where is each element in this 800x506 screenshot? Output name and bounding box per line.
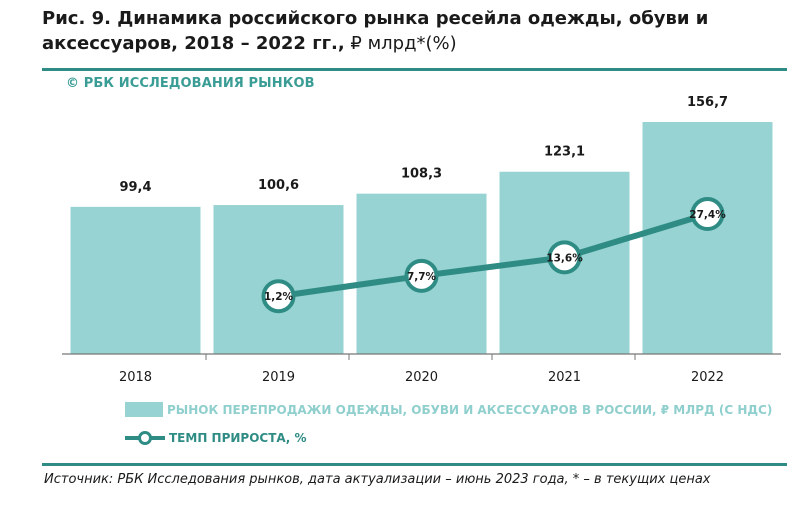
- growth-point-2019: [261, 279, 296, 314]
- chart-area: 99,4 2018 100,6 2019 108,3 2020 123,1 2021 156,7…: [62, 95, 781, 385]
- x-tick-label-2020: 2020: [405, 370, 438, 385]
- legend-bar-label: РЫНОК ПЕРЕПРОДАЖИ ОДЕЖДЫ, ОБУВИ И АКСЕСС…: [167, 402, 773, 417]
- legend-line-label: ТЕМП ПРИРОСТА, %: [169, 431, 307, 445]
- growth-point-2020: [404, 258, 439, 293]
- growth-point-2022: [690, 197, 725, 231]
- growth-point-2021: [547, 240, 582, 275]
- bar-value-label-2019: 100,6: [258, 178, 299, 193]
- legend-bar-swatch: [125, 402, 163, 417]
- growth-label-2022: 27,4%: [689, 209, 726, 221]
- chart-title: Рис. 9. Динамика российского рынка ресей…: [42, 6, 782, 56]
- top-rule: [42, 68, 787, 71]
- chart-title-units: ₽ млрд*(%): [344, 33, 457, 54]
- growth-label-2020: 7,7%: [407, 271, 437, 283]
- legend-item-line: ТЕМП ПРИРОСТА, %: [125, 430, 306, 446]
- bar-value-label-2021: 123,1: [544, 145, 585, 160]
- source-note: Источник: РБК Исследования рынков, дата …: [44, 472, 711, 487]
- legend-item-bars: РЫНОК ПЕРЕПРОДАЖИ ОДЕЖДЫ, ОБУВИ И АКСЕСС…: [125, 402, 772, 417]
- bottom-rule: [42, 463, 787, 466]
- x-tick-label-2019: 2019: [262, 370, 295, 385]
- copyright-label: © РБК ИССЛЕДОВАНИЯ РЫНКОВ: [66, 76, 315, 91]
- growth-label-2019: 1,2%: [264, 291, 294, 303]
- x-tick-label-2018: 2018: [119, 370, 152, 385]
- growth-label-2021: 13,6%: [546, 252, 583, 264]
- bar-2018: [70, 206, 201, 354]
- bar-value-label-2020: 108,3: [401, 167, 442, 182]
- x-tick-label-2022: 2022: [691, 370, 724, 385]
- chart-title-main: Рис. 9. Динамика российского рынка ресей…: [42, 8, 709, 54]
- bar-2022: [642, 122, 773, 354]
- x-tick-label-2021: 2021: [548, 370, 581, 385]
- bar-value-label-2022: 156,7: [687, 95, 728, 110]
- bar-value-label-2018: 99,4: [119, 180, 151, 195]
- growth-line: [278, 211, 709, 300]
- legend-line-marker-icon: [125, 431, 165, 445]
